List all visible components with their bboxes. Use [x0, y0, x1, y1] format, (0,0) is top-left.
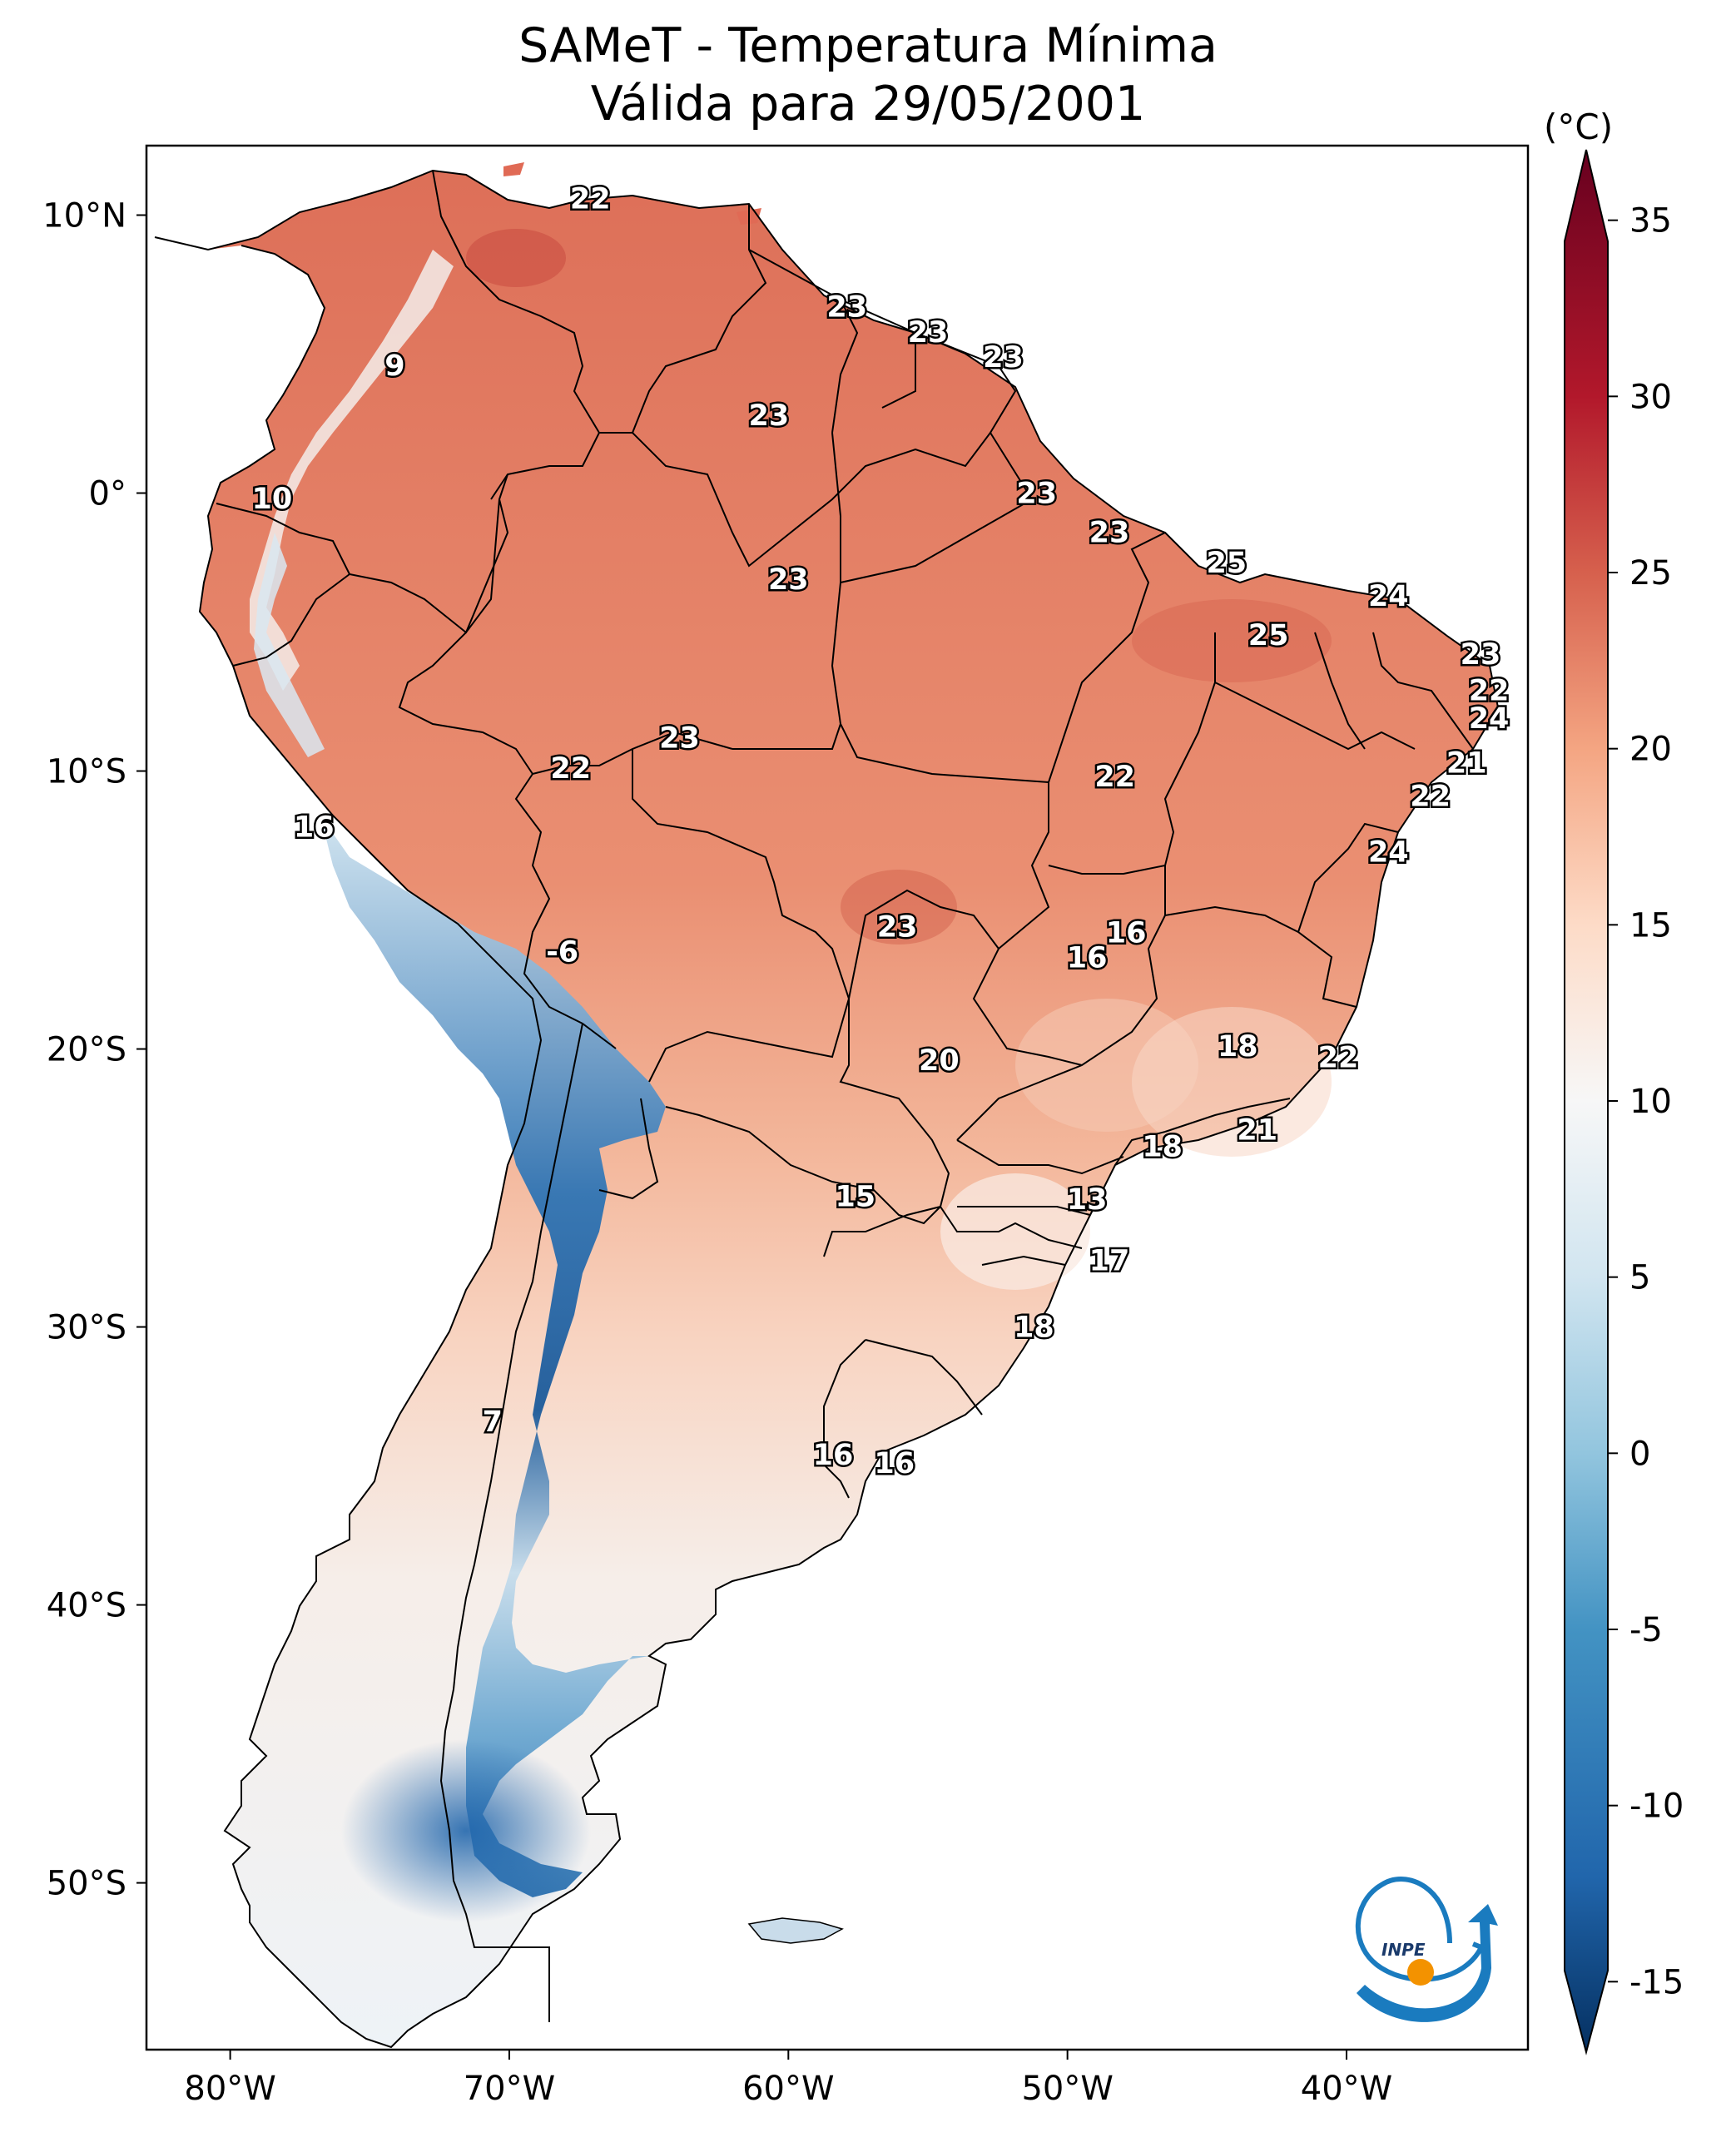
- station-value-label: 22: [570, 182, 611, 216]
- station-value-label: 23: [768, 563, 809, 597]
- y-axis: 10°N 0° 10°S 20°S 30°S 40°S 50°S: [42, 197, 146, 1903]
- station-value-label: 23: [748, 399, 789, 433]
- station-value-label: -6: [546, 936, 578, 969]
- station-value-label: 24: [1469, 702, 1510, 736]
- colorbar-tick-label: -15: [1629, 1963, 1684, 2001]
- x-tick-label: 60°W: [742, 2070, 834, 2108]
- colorbar-tick-label: -10: [1629, 1788, 1684, 1826]
- y-tick-label: 10°N: [42, 197, 126, 236]
- station-value-label: 15: [835, 1181, 875, 1214]
- x-tick-label: 70°W: [464, 2070, 555, 2108]
- colorbar-tick-label: -5: [1629, 1611, 1663, 1649]
- title-line-2: Válida para 29/05/2001: [590, 77, 1146, 131]
- colorbar-tick-label: 35: [1629, 202, 1672, 240]
- station-value-label: 22: [1094, 761, 1135, 794]
- colorbar-scale: [1564, 149, 1609, 2055]
- station-value-label: 24: [1368, 580, 1409, 613]
- country-borders: [154, 169, 1500, 2049]
- colorbar-tick-label: 5: [1629, 1259, 1650, 1297]
- falkland-islands: [747, 1917, 844, 1944]
- south-america-land: [155, 171, 1498, 2047]
- station-value-label: 23: [908, 316, 949, 350]
- station-value-label: 18: [1014, 1312, 1054, 1345]
- y-tick-label: 10°S: [47, 753, 126, 791]
- colorbar-tick-label: 15: [1629, 906, 1672, 945]
- chart-title: SAMeT - Temperatura Mínima Válida para 2…: [0, 17, 1736, 133]
- southeast-cool-area: [1132, 1007, 1332, 1157]
- y-tick-label: 40°S: [47, 1587, 126, 1625]
- station-value-label: 23: [826, 291, 867, 325]
- station-value-label: 16: [1106, 916, 1147, 950]
- station-value-label: 23: [1016, 478, 1057, 511]
- ecuador-cool-strip: [254, 533, 325, 757]
- colorbar-ticks: 35 30 25 20 15 10 5 0 -5 -10 -15: [1608, 202, 1684, 2001]
- station-value-label: 23: [983, 341, 1024, 374]
- station-value-label: 16: [1067, 941, 1108, 974]
- logo-orange-dot: [1407, 1959, 1434, 1986]
- station-value-label: 18: [1218, 1030, 1258, 1064]
- temperature-field: [154, 162, 1500, 2049]
- station-value-label: 22: [1318, 1042, 1359, 1075]
- station-value-label: 21: [1446, 747, 1487, 781]
- station-value-label: 22: [550, 752, 591, 786]
- station-value-label: 23: [877, 911, 918, 945]
- colorbar-tick-label: 0: [1629, 1435, 1650, 1473]
- colorbar-tick-label: 30: [1629, 378, 1672, 416]
- x-tick-label: 40°W: [1301, 2070, 1392, 2108]
- colorbar-unit-label: (°C): [1544, 107, 1614, 147]
- station-value-label: 24: [1368, 836, 1409, 869]
- station-value-label: 22: [1410, 781, 1451, 814]
- station-value-label: 21: [1237, 1113, 1277, 1147]
- x-tick-label: 50°W: [1021, 2070, 1113, 2108]
- station-value-label: 7: [483, 1406, 503, 1439]
- colorbar-tick-label: 10: [1629, 1083, 1672, 1121]
- inpe-logo: INPE: [1355, 1877, 1498, 2022]
- patagonia-cold-core: [341, 1739, 591, 1922]
- station-value-label: 16: [294, 811, 335, 844]
- x-axis: 80°W 70°W 60°W 50°W 40°W: [184, 2050, 1392, 2108]
- colorbar-tick-label: 20: [1629, 731, 1672, 769]
- cuiaba-warm-spot: [841, 870, 957, 945]
- y-tick-label: 50°S: [47, 1865, 126, 1903]
- logo-text: INPE: [1381, 1940, 1426, 1960]
- station-value-label: 18: [1142, 1130, 1183, 1163]
- station-value-label: 20: [919, 1044, 960, 1078]
- south-brazil-cool-area: [940, 1173, 1090, 1290]
- colorbar: 35 30 25 20 15 10 5 0 -5 -10 -15: [1564, 149, 1684, 2055]
- aruba-island: [503, 162, 524, 176]
- station-value-label: 23: [1089, 516, 1130, 549]
- title-line-1: SAMeT - Temperatura Mínima: [518, 18, 1218, 73]
- station-value-label: 25: [1248, 619, 1289, 652]
- map-frame: [145, 144, 1530, 2051]
- venezuela-warm-spot: [466, 229, 566, 287]
- logo-swirl: [1355, 1877, 1486, 1982]
- station-value-label: 13: [1067, 1183, 1108, 1217]
- station-value-label: 10: [252, 483, 293, 516]
- y-tick-label: 30°S: [47, 1309, 126, 1347]
- y-tick-label: 20°S: [47, 1031, 126, 1069]
- station-value-label: 16: [874, 1447, 915, 1480]
- station-value-label: 17: [1089, 1244, 1130, 1277]
- x-tick-label: 80°W: [184, 2070, 275, 2108]
- colorbar-tick-label: 25: [1629, 554, 1672, 593]
- logo-arrow: [1357, 1904, 1498, 2022]
- y-tick-label: 0°: [89, 475, 126, 513]
- station-value-label: 23: [1461, 638, 1501, 672]
- station-value-label: 25: [1206, 547, 1247, 580]
- station-value-label: 16: [813, 1439, 854, 1472]
- northeast-warm-spot: [1132, 599, 1332, 682]
- station-value-label: 9: [384, 350, 404, 383]
- station-value-label: 23: [659, 721, 700, 755]
- station-value-label: 22: [1469, 675, 1510, 708]
- andes-cold-band: [320, 816, 666, 1897]
